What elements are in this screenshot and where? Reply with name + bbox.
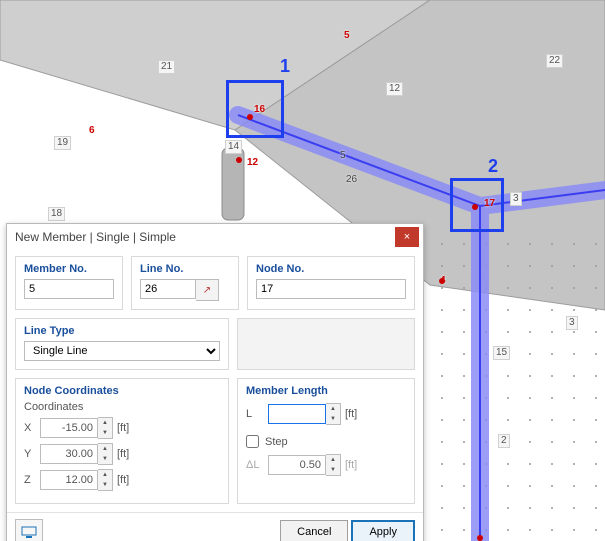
number-label: 19 [54, 136, 71, 150]
node-no-label: Node No. [256, 263, 406, 275]
number-label: 2 [498, 434, 510, 448]
apply-button[interactable]: Apply [351, 520, 415, 541]
new-member-dialog: New Member | Single | Simple × Member No… [6, 223, 424, 541]
coord-stepper: ▲▼ [98, 417, 113, 439]
node-label: 12 [247, 157, 258, 168]
callout-number: 1 [280, 56, 290, 77]
number-label: 18 [48, 207, 65, 221]
coord-x-input [40, 418, 98, 438]
length-dL-label: ΔL [246, 459, 268, 471]
length-dL-stepper: ▲▼ [326, 454, 341, 476]
pick-line-icon[interactable]: ↗ [196, 279, 219, 301]
node-label: 6 [89, 125, 95, 136]
coord-axis-label: Y [24, 448, 40, 460]
dialog-title: New Member | Single | Simple [15, 230, 176, 244]
length-dL-unit: [ft] [345, 459, 357, 471]
coord-stepper: ▲▼ [98, 443, 113, 465]
close-icon[interactable]: × [395, 227, 419, 247]
node-icon [472, 204, 478, 210]
length-L-input[interactable] [268, 404, 326, 424]
node-icon [477, 535, 483, 541]
node-no-input[interactable] [256, 279, 406, 299]
line-no-label: Line No. [140, 263, 230, 275]
member-length-title: Member Length [246, 385, 406, 397]
node-icon [236, 157, 242, 163]
node-icon [439, 278, 445, 284]
number-label: 22 [546, 54, 563, 68]
member-no-label: Member No. [24, 263, 114, 275]
number-label: 21 [158, 60, 175, 74]
step-checkbox[interactable] [246, 435, 259, 448]
coords-title: Node Coordinates [24, 385, 220, 397]
coord-unit: [ft] [117, 474, 129, 486]
number-label: 3 [510, 192, 522, 206]
number-label: 14 [225, 140, 242, 154]
coord-axis-label: X [24, 422, 40, 434]
number-label: 3 [566, 316, 578, 330]
coord-z-input [40, 470, 98, 490]
length-L-label: L [246, 408, 268, 420]
coords-subtitle: Coordinates [24, 401, 220, 413]
cancel-button[interactable]: Cancel [280, 520, 348, 541]
screen-icon[interactable] [15, 519, 43, 541]
line-type-select[interactable]: Single Line [24, 341, 220, 361]
dialog-titlebar[interactable]: New Member | Single | Simple × [7, 224, 423, 250]
edge-label: 26 [346, 174, 357, 185]
coord-unit: [ft] [117, 448, 129, 460]
callout-number: 2 [488, 156, 498, 177]
line-no-input[interactable] [140, 279, 196, 299]
node-icon [247, 114, 253, 120]
coord-stepper: ▲▼ [98, 469, 113, 491]
coord-y-input [40, 444, 98, 464]
length-L-unit: [ft] [345, 408, 357, 420]
coord-axis-label: Z [24, 474, 40, 486]
coord-unit: [ft] [117, 422, 129, 434]
length-dL-input [268, 455, 326, 475]
line-type-label: Line Type [24, 325, 220, 337]
member-no-input[interactable] [24, 279, 114, 299]
number-label: 12 [386, 82, 403, 96]
number-label: 15 [493, 346, 510, 360]
node-label: 5 [344, 30, 350, 41]
step-label: Step [265, 436, 288, 448]
edge-label: 5 [340, 150, 346, 161]
selection-box [226, 80, 284, 138]
length-L-stepper[interactable]: ▲▼ [326, 403, 341, 425]
